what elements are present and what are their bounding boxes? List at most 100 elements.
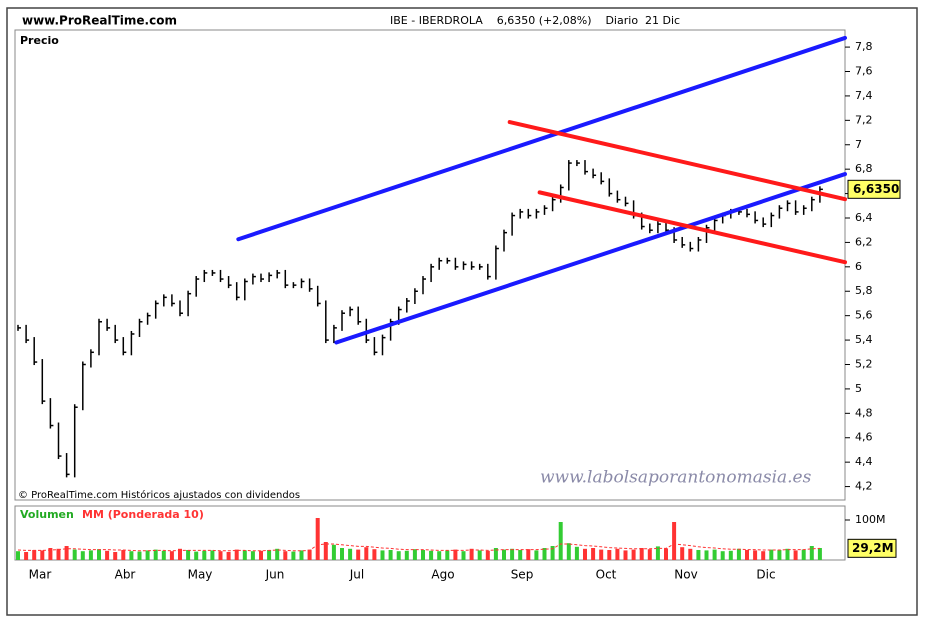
volume-bar [809, 546, 814, 560]
volume-bar [623, 550, 628, 560]
x-tick-label: Ago [431, 568, 454, 582]
volume-bar [801, 549, 806, 560]
volume-bar [380, 550, 385, 560]
volume-bar [777, 550, 782, 560]
volume-bar [396, 551, 401, 560]
volume-bar [161, 550, 166, 560]
volume-bar [655, 546, 660, 560]
volume-bar [704, 550, 709, 560]
volume-bar [510, 548, 515, 560]
ma-label: MM (Ponderada 10) [82, 508, 204, 521]
volume-bar [412, 549, 417, 560]
volume-bar [583, 548, 587, 560]
y-tick-label: 4,2 [855, 480, 873, 493]
volume-bar [712, 549, 717, 560]
volume-bar [340, 548, 344, 560]
volume-bar [720, 551, 725, 560]
volume-bar [445, 550, 450, 560]
volume-bar [113, 552, 118, 560]
volume-bar [542, 548, 547, 560]
volume-bar [664, 548, 668, 560]
volume-bar [493, 548, 498, 560]
volume-bar [728, 550, 733, 560]
trendline [334, 172, 848, 345]
volume-bar [72, 549, 77, 560]
volume-bar [736, 548, 741, 560]
volume-bar [331, 544, 336, 560]
last-volume-label: 29,2M [852, 541, 894, 555]
volume-bar [210, 550, 215, 560]
trendline [537, 190, 848, 265]
volume-bar [372, 549, 377, 560]
volume-bar [105, 550, 110, 560]
volume-bar [696, 550, 701, 560]
y-tick-label: 5,6 [855, 309, 873, 322]
volume-bar [137, 551, 142, 560]
last-price-label: 6,6350 [853, 182, 899, 196]
y-tick-label: 7,4 [855, 89, 873, 102]
volume-bar [226, 552, 231, 560]
volume-bar [631, 549, 636, 560]
x-tick-label: Mar [29, 568, 52, 582]
volume-bar [526, 549, 531, 560]
y-tick-label: 5 [855, 382, 862, 395]
trendline [507, 120, 848, 202]
volume-bar [129, 551, 134, 560]
price-panel [14, 29, 846, 501]
volume-bar [550, 546, 555, 560]
volume-bar [267, 550, 272, 560]
volume-bar [607, 550, 612, 560]
volume-bar [194, 551, 199, 560]
volume-label: Volumen [20, 508, 74, 521]
last-price-box [847, 179, 901, 199]
y-tick-label: 6,4 [855, 211, 873, 224]
volume-bar [461, 551, 466, 560]
volume-bar [785, 548, 790, 560]
volume-bar [574, 546, 579, 560]
volume-bar [591, 548, 596, 560]
y-tick-label: 7,8 [855, 40, 873, 53]
volume-bar [688, 548, 693, 560]
volume-bar [80, 551, 85, 560]
volume-bar [121, 550, 126, 560]
volume-bar [242, 550, 247, 560]
x-tick-label: Dic [756, 568, 775, 582]
volume-bar [275, 548, 280, 560]
volume-bar [356, 549, 361, 560]
volume-bar [429, 550, 434, 560]
volume-bar [234, 549, 239, 560]
volume-bar [24, 552, 29, 560]
copyright: © ProRealTime.com Históricos ajustados c… [18, 489, 300, 501]
volume-bar [64, 546, 69, 560]
volume-bar [283, 551, 288, 560]
volume-bar [145, 550, 150, 560]
volume-bar [485, 550, 490, 560]
volume-bar [477, 550, 482, 560]
volume-bar [169, 551, 174, 560]
x-tick-label: Abr [115, 568, 136, 582]
volume-bar [56, 548, 61, 560]
volume-bar [299, 550, 304, 560]
volume-bar [518, 550, 523, 560]
volume-bar [534, 550, 539, 560]
volume-bar [48, 548, 53, 560]
last-volume-box [847, 538, 897, 558]
volume-bar [745, 550, 749, 560]
chart-title: IBE - IBERDROLA 6,6350 (+2,08%) Diario 2… [390, 14, 680, 27]
volume-bar [502, 549, 506, 560]
y-tick-label: 5,8 [855, 284, 873, 297]
volume-bar [364, 547, 369, 560]
x-tick-label: Sep [511, 568, 534, 582]
volume-bar [469, 548, 474, 560]
y-tick-label: 4,6 [855, 431, 873, 444]
site: www.ProRealTime.com [22, 14, 177, 28]
x-tick-label: Jun [265, 568, 285, 582]
volume-bar [421, 550, 425, 560]
volume-bar [647, 549, 652, 560]
volume-bar [793, 550, 798, 560]
volume-bar [202, 550, 207, 560]
volume-bar [769, 549, 774, 560]
volume-bar [599, 549, 604, 560]
volume-bar [186, 550, 191, 560]
